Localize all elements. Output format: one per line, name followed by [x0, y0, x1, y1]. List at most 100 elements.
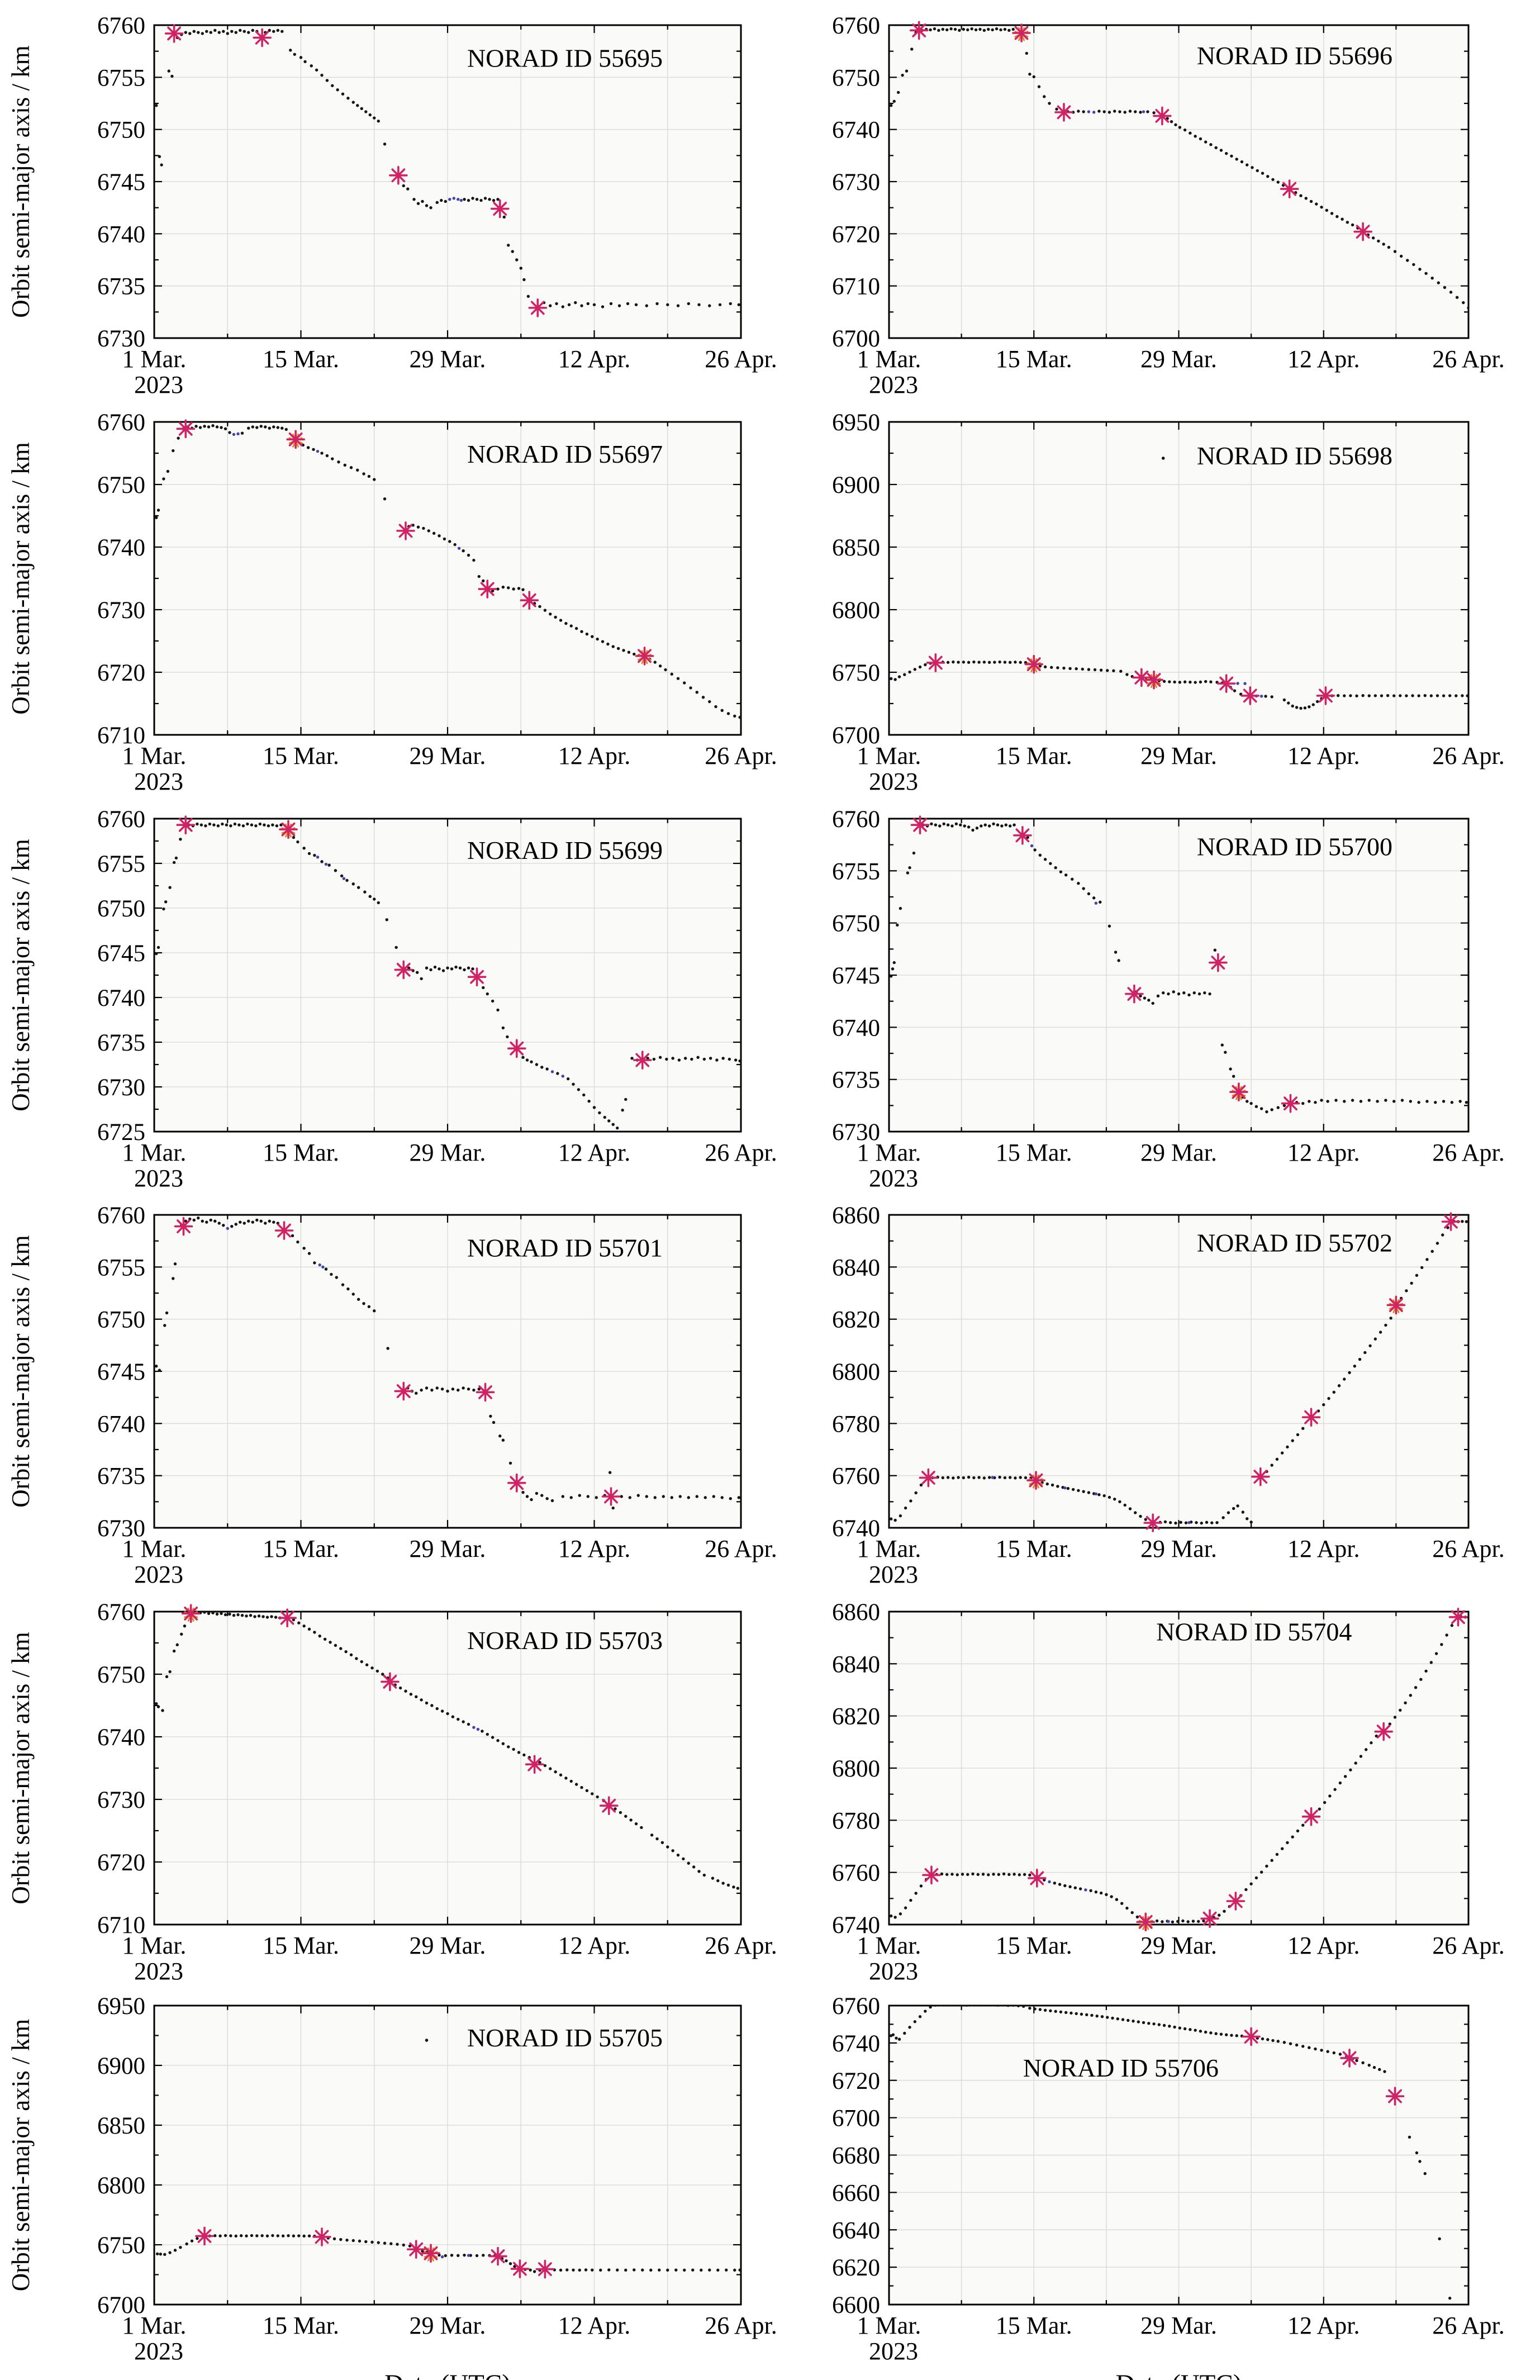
maneuver-markers — [174, 1217, 621, 1506]
maneuver-star-icon — [488, 2246, 507, 2266]
maneuver-star-icon — [274, 1221, 294, 1240]
maneuver-markers — [919, 1212, 1461, 1532]
y-axis-label: Orbit semi-major axis / km — [7, 45, 35, 317]
subplot-55695: 6730 6735 6740 6745 6750 6755 6760 1 Mar. 15 Mar… — [7, 13, 777, 398]
maneuver-star-icon — [599, 1796, 619, 1816]
maneuver-star-icon — [1054, 103, 1073, 122]
y-tick-label: 6840 — [832, 1651, 880, 1678]
x-tick-year-label: 2023 — [134, 768, 183, 795]
y-tick-label: 6800 — [832, 1756, 880, 1782]
subplot-55696: 6700 6710 6720 6730 6740 6750 6760 1 Mar. 15 Mar… — [832, 13, 1505, 398]
x-tick-label: 29 Mar. — [410, 2312, 486, 2339]
maneuver-star-icon — [520, 591, 539, 610]
x-tick-year-label: 2023 — [134, 2338, 183, 2365]
maneuver-star-icon — [535, 2259, 555, 2279]
y-tick-label: 6800 — [97, 2173, 145, 2199]
x-tick-label: 26 Apr. — [705, 1139, 777, 1166]
maneuver-star-icon — [1209, 953, 1228, 972]
y-tick-label: 6700 — [832, 723, 880, 749]
maneuver-star-icon — [1301, 1408, 1321, 1427]
x-tick-labels: 1 Mar. 15 Mar. 29 Mar. 12 Apr. 26 Apr. 2023 — [122, 1535, 777, 1588]
y-tick-label: 6750 — [97, 1662, 145, 1688]
maneuver-star-icon — [406, 2240, 426, 2259]
maneuver-star-icon — [507, 1473, 526, 1493]
maneuver-markers — [910, 815, 1300, 1113]
maneuver-star-icon — [389, 165, 408, 185]
x-tick-label: 29 Mar. — [410, 1139, 486, 1166]
maneuver-star-icon — [919, 1468, 938, 1488]
maneuver-star-icon — [1251, 1467, 1270, 1486]
maneuver-star-icon — [394, 960, 413, 980]
x-tick-label: 12 Apr. — [558, 742, 631, 769]
maneuver-star-icon — [1229, 1082, 1248, 1101]
y-tick-labels: 6700 6750 6800 6850 6900 6950 — [832, 410, 880, 749]
y-axis-label: Orbit semi-major axis / km — [7, 839, 35, 1111]
maneuver-star-icon — [1012, 23, 1031, 42]
plot-title: NORAD ID 55699 — [467, 836, 663, 864]
y-tick-label: 6750 — [832, 660, 880, 686]
y-tick-label: 6730 — [97, 1516, 145, 1542]
subplot-55698: 6700 6750 6800 6850 6900 6950 1 Mar. 15 Mar. 29 … — [832, 410, 1505, 795]
maneuver-markers — [164, 24, 548, 317]
data-points — [155, 1216, 740, 1510]
maneuver-star-icon — [1242, 2027, 1261, 2046]
x-tick-label: 15 Mar. — [996, 742, 1072, 769]
maneuver-star-icon — [195, 2226, 214, 2246]
y-tick-label: 6780 — [832, 1808, 880, 1834]
x-tick-year-label: 2023 — [869, 768, 918, 795]
y-tick-label: 6740 — [97, 221, 145, 248]
maneuver-star-icon — [1280, 179, 1299, 198]
subplot-55699: 6725 6730 6735 6740 6745 6750 6755 6760 1 Mar. 15… — [7, 806, 777, 1192]
x-tick-labels: 1 Mar. 15 Mar. 29 Mar. 12 Apr. 26 Apr. 2023 — [122, 1932, 777, 1985]
y-tick-label: 6760 — [832, 1993, 880, 2020]
x-tick-label: 15 Mar. — [263, 345, 339, 373]
x-tick-label: 29 Mar. — [410, 345, 486, 373]
maneuver-star-icon — [1340, 2049, 1359, 2068]
y-tick-label: 6840 — [832, 1255, 880, 1281]
x-tick-label: 26 Apr. — [1432, 1932, 1505, 1959]
maneuver-star-icon — [181, 1604, 201, 1623]
x-tick-labels: 1 Mar. 15 Mar. 29 Mar. 12 Apr. 26 Apr. 2023 — [857, 2312, 1505, 2365]
x-tick-label: 1 Mar. — [122, 345, 187, 373]
legend-key-dot — [425, 2039, 429, 2042]
x-tick-label: 26 Apr. — [705, 742, 777, 769]
y-axis-label: Orbit semi-major axis / km — [7, 1632, 35, 1904]
y-tick-label: 6730 — [97, 1075, 145, 1101]
plot-border — [153, 818, 742, 1133]
maneuver-star-icon — [1441, 1212, 1461, 1231]
y-tick-label: 6730 — [97, 597, 145, 624]
x-tick-label: 26 Apr. — [705, 2312, 777, 2339]
x-tick-label: 1 Mar. — [857, 1535, 921, 1562]
y-tick-label: 6740 — [97, 1725, 145, 1751]
maneuver-star-icon — [1143, 1513, 1163, 1532]
y-tick-label: 6700 — [832, 326, 880, 352]
maneuver-star-icon — [1132, 668, 1151, 687]
plot-border — [153, 24, 742, 339]
y-tick-label: 6860 — [832, 1599, 880, 1626]
y-tick-label: 6820 — [832, 1307, 880, 1333]
maneuver-star-icon — [279, 820, 298, 839]
x-axis-label: Date (UTC) — [384, 2369, 511, 2380]
maneuver-star-icon — [1374, 1722, 1393, 1741]
data-points — [155, 28, 740, 308]
y-tick-label: 6730 — [97, 326, 145, 352]
plot-border — [153, 421, 742, 736]
maneuver-star-icon — [1125, 984, 1144, 1004]
plot-title: NORAD ID 55698 — [1197, 441, 1392, 470]
x-tick-label: 1 Mar. — [122, 1139, 187, 1166]
maneuver-star-icon — [507, 1039, 526, 1058]
x-tick-year-label: 2023 — [869, 371, 918, 398]
y-tick-label: 6760 — [97, 806, 145, 833]
y-tick-label: 6730 — [832, 169, 880, 196]
x-tick-label: 29 Mar. — [410, 742, 486, 769]
y-tick-label: 6760 — [832, 13, 880, 39]
maneuver-star-icon — [286, 430, 305, 449]
y-tick-label: 6700 — [832, 2106, 880, 2132]
maneuver-markers — [181, 1604, 619, 1816]
y-tick-label: 6720 — [97, 660, 145, 686]
x-tick-label: 15 Mar. — [996, 1535, 1072, 1562]
maneuver-star-icon — [1385, 2087, 1405, 2106]
plot-title: NORAD ID 55702 — [1197, 1228, 1392, 1257]
gridlines — [889, 422, 1468, 735]
